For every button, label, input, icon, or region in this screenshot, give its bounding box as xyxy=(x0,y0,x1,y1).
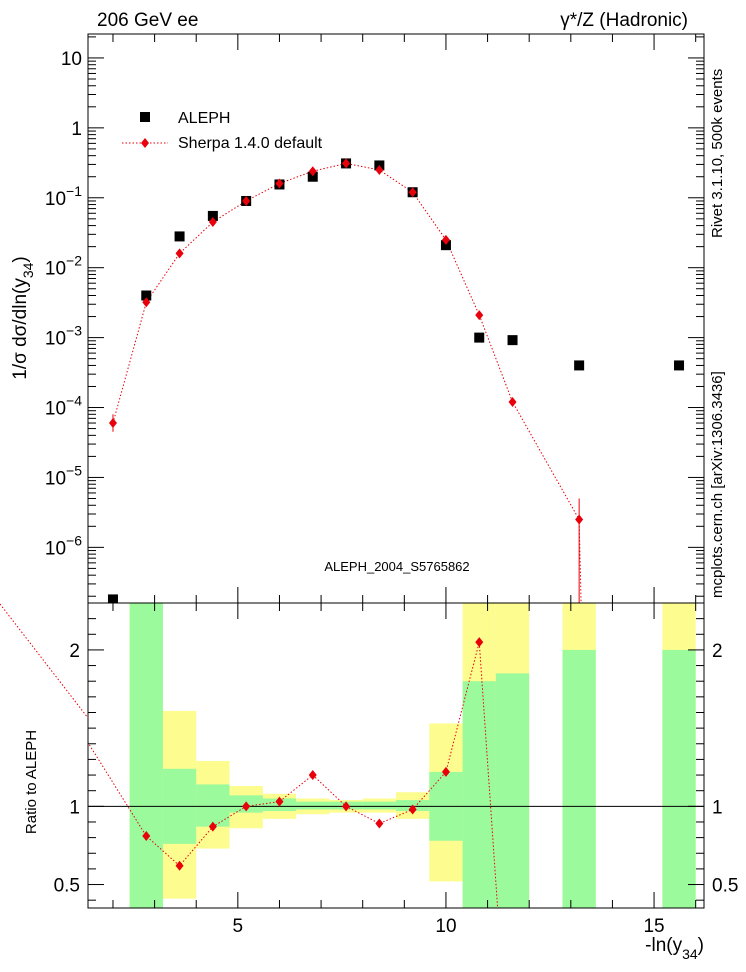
sherpa-point xyxy=(575,514,584,525)
ratio-point xyxy=(142,831,151,842)
ratio-frame xyxy=(87,602,705,909)
ratio-point xyxy=(208,821,217,832)
sherpa-point xyxy=(275,178,284,189)
ratio-point xyxy=(242,801,251,812)
aleph-point xyxy=(307,171,318,182)
ratio-xtick-label: 5 xyxy=(233,916,244,937)
ratio-band-green xyxy=(296,801,330,810)
ratio-band-green xyxy=(462,681,496,908)
ratio-point xyxy=(441,766,450,777)
aleph-point xyxy=(474,332,485,343)
header-left: 206 GeV ee xyxy=(97,10,198,31)
legend-marker-aleph xyxy=(140,112,150,122)
legend: ALEPH Sherpa 1.4.0 default xyxy=(122,110,323,152)
ratio-ytick-label-right: 0.5 xyxy=(712,876,738,897)
ratio-xtick-label: 15 xyxy=(643,916,664,937)
aleph-point xyxy=(440,240,451,251)
main-ytick-label: 10−2 xyxy=(45,253,82,280)
ratio-band-green xyxy=(562,649,596,908)
main-ytick-label: 10−1 xyxy=(45,183,82,210)
ratio-point xyxy=(408,804,417,815)
ratio-point xyxy=(375,818,384,829)
main-ytick-label: 10−5 xyxy=(45,462,82,489)
sherpa-line xyxy=(112,162,582,603)
mcplots-label: mcplots.cern.ch [arXiv:1306.3436] xyxy=(709,371,726,598)
ratio-ytick-label: 2 xyxy=(69,641,80,662)
ratio-ytick-label-right: 2 xyxy=(712,641,723,662)
aleph-point xyxy=(507,335,518,346)
aleph-point xyxy=(674,360,685,371)
sherpa-point xyxy=(142,297,151,308)
sherpa-point xyxy=(441,234,450,245)
main-ytick-label: 10 xyxy=(61,49,82,70)
legend-label-sherpa: Sherpa 1.4.0 default xyxy=(178,135,323,152)
watermark: ALEPH_2004_S5765862 xyxy=(324,559,469,574)
sherpa-point xyxy=(242,195,251,206)
sherpa-point xyxy=(408,187,417,198)
sherpa-point xyxy=(208,217,217,228)
ratio-xlabel: -ln(y34) xyxy=(645,935,704,962)
main-ytick-label: 10−3 xyxy=(45,323,82,350)
sherpa-point xyxy=(108,418,117,429)
ratio-band-green xyxy=(196,784,230,827)
aleph-point xyxy=(574,360,585,371)
ratio-point xyxy=(175,860,184,871)
ratio-offscale-line xyxy=(0,603,89,719)
main-ytick-label: 10−4 xyxy=(45,393,82,420)
aleph-point xyxy=(207,210,218,221)
ratio-point xyxy=(275,796,284,807)
ratio-band-green xyxy=(362,801,396,810)
ratio-panel: 0.5 0.5 1 1 2 2 5 10 15 Ratio to ALEPH -ln(y34) xyxy=(23,602,738,962)
sherpa-point xyxy=(508,396,517,407)
sherpa-point xyxy=(308,166,317,177)
ratio-ytick-label-right: 1 xyxy=(712,797,723,818)
aleph-point xyxy=(141,290,152,301)
sherpa-point xyxy=(342,158,351,169)
rivet-label: Rivet 3.1.10, 500k events xyxy=(709,69,726,238)
main-ylabel: 1/σ dσ/dln(y34) xyxy=(10,256,36,380)
ratio-band-green xyxy=(495,673,530,908)
header-right: γ*/Z (Hadronic) xyxy=(560,10,688,31)
ratio-ytick-label: 0.5 xyxy=(54,876,80,897)
ratio-xtick-label: 10 xyxy=(435,916,456,937)
ratio-band-green xyxy=(129,603,163,908)
main-panel: 10−6 10−5 10−4 10−3 10−2 10−1 1 10 1/σ dσ/dln(y… xyxy=(10,33,705,604)
legend-label-aleph: ALEPH xyxy=(178,110,230,127)
main-ytick-label: 10−6 xyxy=(45,532,82,559)
ratio-band-green xyxy=(662,649,696,908)
ratio-point xyxy=(308,770,317,781)
sherpa-point xyxy=(175,248,184,259)
ratio-ytick-label: 1 xyxy=(69,797,80,818)
sherpa-point xyxy=(475,310,484,321)
main-ytick-label: 1 xyxy=(71,119,82,140)
ratio-point xyxy=(342,801,351,812)
sherpa-point xyxy=(375,164,384,175)
ratio-ylabel: Ratio to ALEPH xyxy=(23,730,40,834)
legend-marker-sherpa xyxy=(141,138,149,148)
aleph-point xyxy=(174,231,185,242)
ratio-point xyxy=(475,637,484,648)
